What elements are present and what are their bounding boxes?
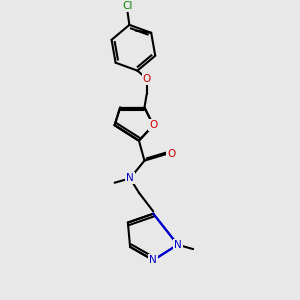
Text: N: N	[149, 255, 157, 265]
Text: O: O	[167, 149, 175, 159]
Text: O: O	[142, 74, 151, 84]
Text: N: N	[149, 255, 157, 265]
Text: O: O	[149, 120, 158, 130]
Text: N: N	[174, 240, 182, 250]
Text: O: O	[167, 149, 175, 159]
Text: O: O	[149, 120, 158, 130]
Text: N: N	[126, 173, 134, 183]
Text: Cl: Cl	[122, 1, 132, 11]
Text: N: N	[126, 173, 134, 183]
Text: N: N	[174, 240, 182, 250]
Text: Cl: Cl	[122, 1, 132, 11]
Text: O: O	[142, 74, 151, 84]
